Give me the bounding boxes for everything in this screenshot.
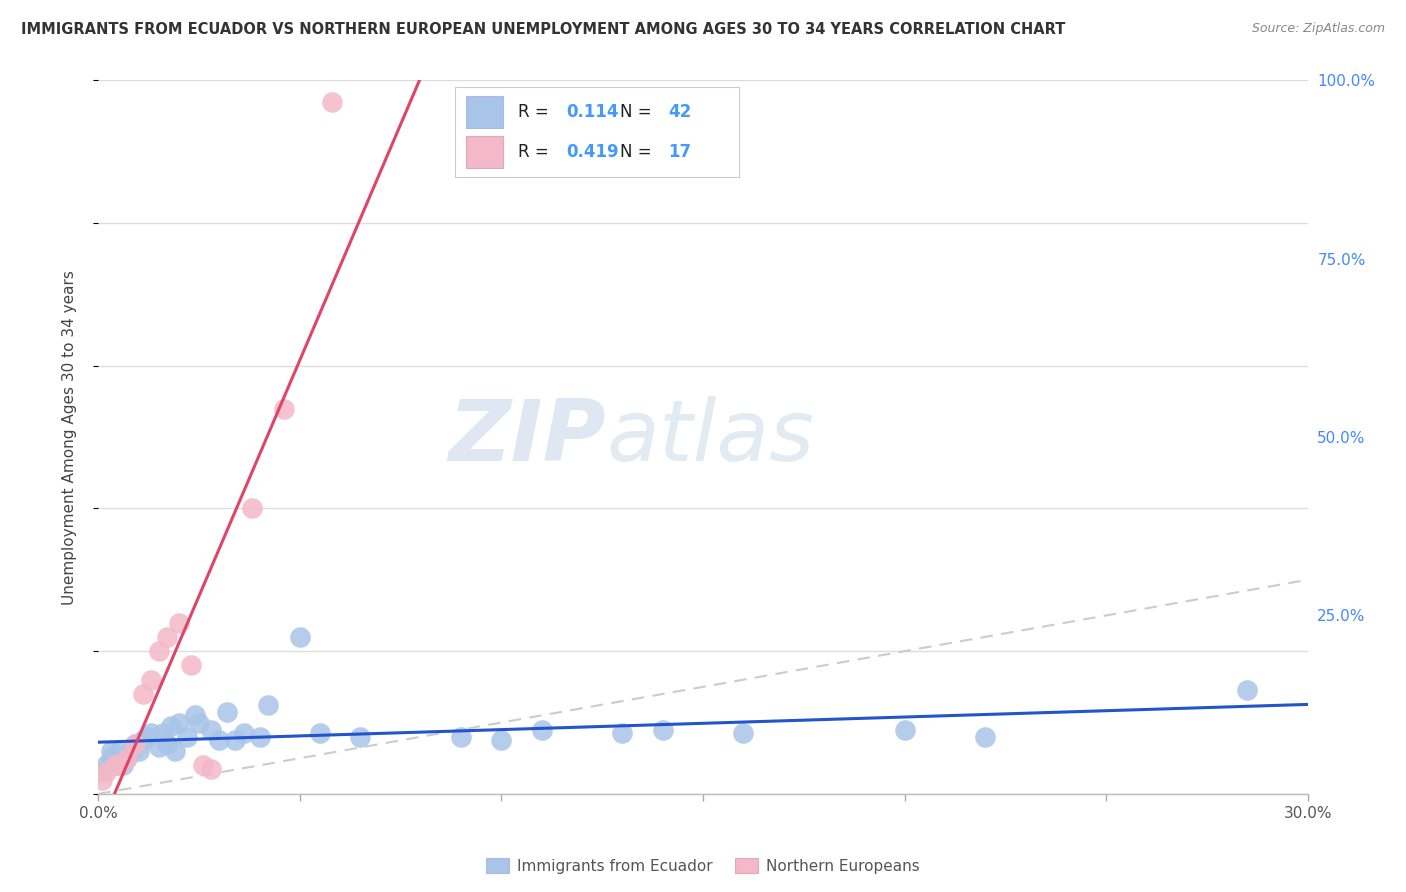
- Point: [139, 673, 162, 687]
- Point: [96, 765, 118, 780]
- Point: [193, 758, 215, 772]
- Point: [651, 723, 673, 737]
- Point: [107, 744, 129, 758]
- Point: [132, 733, 155, 747]
- Point: [100, 744, 122, 758]
- Point: [120, 744, 142, 758]
- Point: [115, 751, 138, 765]
- Point: [107, 758, 129, 772]
- Point: [200, 762, 222, 776]
- Point: [148, 644, 170, 658]
- Point: [256, 698, 278, 712]
- Point: [100, 751, 122, 765]
- Point: [160, 719, 183, 733]
- Point: [156, 630, 179, 644]
- Point: [103, 758, 125, 772]
- Point: [176, 730, 198, 744]
- Point: [184, 708, 207, 723]
- Point: [733, 726, 755, 740]
- Point: [349, 730, 371, 744]
- Point: [148, 740, 170, 755]
- Point: [200, 723, 222, 737]
- Point: [132, 687, 155, 701]
- Point: [180, 658, 202, 673]
- Point: [208, 733, 231, 747]
- Point: [273, 401, 295, 416]
- Point: [124, 737, 146, 751]
- Point: [135, 730, 157, 744]
- Point: [188, 715, 211, 730]
- Legend: Immigrants from Ecuador, Northern Europeans: Immigrants from Ecuador, Northern Europe…: [481, 852, 925, 880]
- Point: [115, 751, 138, 765]
- Point: [974, 730, 997, 744]
- Point: [288, 630, 311, 644]
- Point: [1236, 683, 1258, 698]
- Point: [103, 758, 125, 772]
- Point: [309, 726, 332, 740]
- Y-axis label: Unemployment Among Ages 30 to 34 years: Unemployment Among Ages 30 to 34 years: [62, 269, 77, 605]
- Point: [491, 733, 513, 747]
- Point: [91, 765, 114, 780]
- Point: [224, 733, 246, 747]
- Point: [96, 758, 118, 772]
- Point: [91, 772, 114, 787]
- Point: [139, 726, 162, 740]
- Point: [124, 737, 146, 751]
- Point: [249, 730, 271, 744]
- Point: [152, 726, 174, 740]
- Point: [217, 705, 239, 719]
- Point: [128, 744, 150, 758]
- Point: [321, 95, 343, 109]
- Point: [111, 758, 134, 772]
- Point: [163, 744, 186, 758]
- Point: [612, 726, 634, 740]
- Point: [530, 723, 553, 737]
- Point: [167, 715, 190, 730]
- Point: [240, 501, 263, 516]
- Point: [893, 723, 915, 737]
- Text: ZIP: ZIP: [449, 395, 606, 479]
- Point: [232, 726, 254, 740]
- Text: atlas: atlas: [606, 395, 814, 479]
- Text: Source: ZipAtlas.com: Source: ZipAtlas.com: [1251, 22, 1385, 36]
- Point: [156, 737, 179, 751]
- Text: IMMIGRANTS FROM ECUADOR VS NORTHERN EUROPEAN UNEMPLOYMENT AMONG AGES 30 TO 34 YE: IMMIGRANTS FROM ECUADOR VS NORTHERN EURO…: [21, 22, 1066, 37]
- Point: [450, 730, 472, 744]
- Point: [167, 615, 190, 630]
